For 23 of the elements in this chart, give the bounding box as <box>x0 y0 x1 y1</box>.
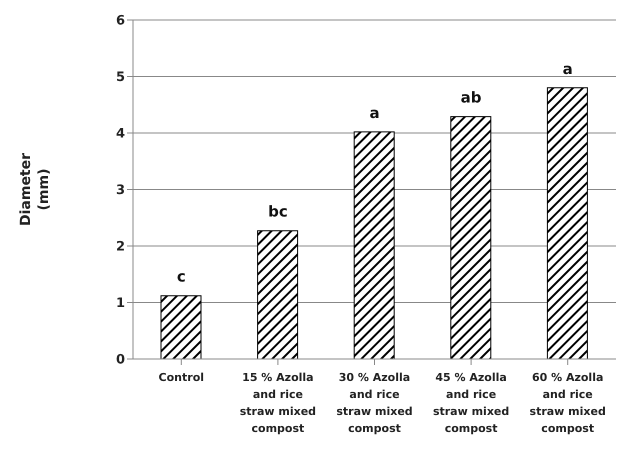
annotation: a <box>562 60 573 78</box>
bar <box>450 116 492 359</box>
annotation: ab <box>460 88 482 107</box>
y-tick-label: 6 <box>116 14 125 29</box>
x-tick-label: 45 % Azolla and rice straw mixed compost <box>432 371 510 435</box>
y-tick-label: 2 <box>116 240 125 255</box>
y-tick-label: 3 <box>116 183 125 198</box>
y-tick-label: 5 <box>116 70 125 86</box>
x-tick-label: 15 % Azolla and rice straw mixed compost <box>240 371 316 435</box>
annotation: c <box>176 268 186 286</box>
y-tick-label: 4 <box>116 126 125 142</box>
y-axis-title: Diameter (mm) <box>18 152 52 226</box>
bar <box>160 295 202 359</box>
bar <box>546 87 588 359</box>
bar <box>257 230 298 359</box>
x-tick-label: 60 % Azolla and rice straw mixed compost <box>530 371 606 435</box>
y-tick-label: 1 <box>116 296 125 312</box>
y-tick-label: 0 <box>116 352 125 368</box>
annotation: bc <box>268 202 288 221</box>
bar <box>354 131 395 359</box>
x-tick-label: Control <box>158 371 204 384</box>
x-tick-label: 30 % Azolla and rice straw mixed compost <box>336 371 413 435</box>
annotation: a <box>369 104 380 122</box>
